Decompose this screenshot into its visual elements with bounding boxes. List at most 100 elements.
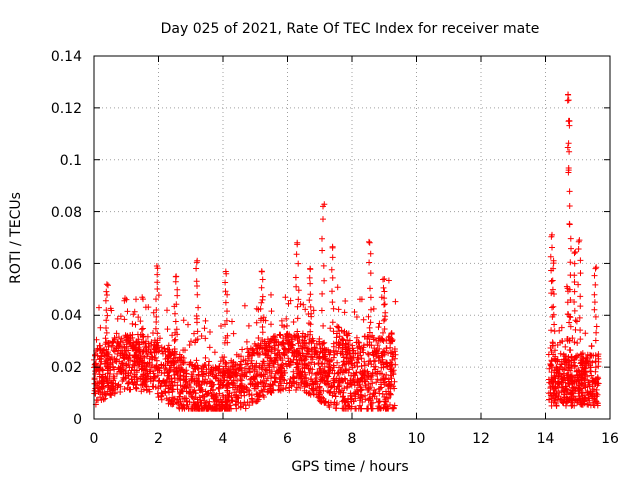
data-point bbox=[297, 368, 304, 375]
data-point bbox=[138, 366, 145, 373]
data-point bbox=[234, 377, 241, 384]
data-point bbox=[299, 330, 306, 337]
data-point bbox=[367, 374, 374, 381]
data-point bbox=[198, 333, 205, 339]
data-point bbox=[108, 380, 115, 387]
data-point bbox=[188, 338, 194, 345]
data-point bbox=[190, 368, 197, 375]
data-point bbox=[334, 284, 341, 291]
data-point bbox=[294, 328, 301, 335]
data-point bbox=[377, 385, 383, 392]
data-point bbox=[565, 354, 572, 361]
data-point bbox=[220, 365, 227, 372]
data-point bbox=[199, 378, 206, 385]
data-point bbox=[284, 330, 291, 337]
data-point bbox=[307, 280, 314, 287]
x-tick-label-2: 2 bbox=[154, 431, 163, 447]
data-point bbox=[383, 371, 390, 378]
data-point bbox=[331, 351, 338, 358]
data-point bbox=[268, 373, 275, 380]
data-point bbox=[592, 337, 599, 344]
data-point bbox=[572, 388, 579, 395]
data-point bbox=[241, 302, 248, 309]
data-point bbox=[140, 348, 147, 355]
data-point bbox=[194, 336, 201, 343]
data-point bbox=[356, 397, 363, 404]
data-point bbox=[135, 361, 142, 368]
data-point bbox=[319, 290, 326, 297]
data-point bbox=[392, 298, 399, 305]
data-point bbox=[204, 405, 211, 412]
data-point bbox=[173, 369, 180, 376]
data-point bbox=[297, 385, 304, 391]
data-point bbox=[266, 362, 273, 369]
data-point bbox=[162, 383, 169, 390]
data-point bbox=[327, 325, 334, 332]
data-point bbox=[121, 355, 128, 362]
data-point bbox=[361, 333, 368, 340]
data-point bbox=[346, 350, 353, 357]
data-point bbox=[307, 331, 314, 338]
data-point bbox=[155, 292, 162, 299]
x-tick-label-10: 10 bbox=[408, 431, 426, 447]
data-point bbox=[342, 348, 349, 355]
data-point bbox=[324, 372, 331, 379]
data-point bbox=[553, 403, 560, 409]
data-point bbox=[354, 350, 361, 357]
data-point bbox=[133, 296, 139, 303]
data-point bbox=[359, 393, 365, 400]
data-point bbox=[548, 395, 555, 402]
data-point bbox=[251, 350, 258, 357]
data-point bbox=[151, 349, 158, 356]
data-point bbox=[370, 305, 377, 312]
data-point bbox=[176, 354, 183, 361]
data-point bbox=[551, 291, 557, 297]
data-point bbox=[547, 383, 554, 390]
data-point bbox=[104, 377, 111, 384]
data-point bbox=[320, 387, 327, 394]
data-point bbox=[94, 352, 101, 359]
data-point bbox=[292, 274, 299, 281]
data-point bbox=[180, 347, 187, 354]
data-point bbox=[561, 353, 568, 360]
data-point bbox=[177, 389, 184, 396]
data-point bbox=[290, 375, 297, 382]
data-point bbox=[341, 399, 348, 406]
data-point bbox=[157, 383, 164, 390]
data-point bbox=[198, 381, 205, 388]
data-point bbox=[258, 268, 265, 275]
data-point bbox=[138, 357, 145, 364]
data-point bbox=[591, 306, 598, 313]
data-point bbox=[251, 364, 258, 371]
y-tick-label-0.04: 0.04 bbox=[51, 308, 82, 324]
data-point bbox=[572, 396, 579, 403]
data-point bbox=[236, 365, 243, 372]
data-point bbox=[582, 365, 589, 372]
data-point bbox=[245, 355, 252, 362]
data-point bbox=[295, 296, 302, 303]
data-point bbox=[224, 308, 230, 315]
data-point bbox=[136, 341, 143, 348]
data-point bbox=[144, 333, 151, 340]
data-point bbox=[592, 265, 599, 272]
data-point bbox=[361, 372, 367, 379]
data-point bbox=[573, 354, 580, 361]
y-tick-label-0.12: 0.12 bbox=[51, 101, 82, 117]
data-point bbox=[306, 390, 313, 397]
data-point bbox=[593, 264, 600, 271]
data-point bbox=[210, 364, 216, 371]
data-point bbox=[575, 246, 582, 252]
data-point bbox=[577, 257, 584, 264]
data-point bbox=[193, 402, 200, 408]
data-point bbox=[566, 358, 573, 365]
data-point bbox=[566, 337, 573, 344]
data-point bbox=[129, 320, 136, 327]
data-point bbox=[191, 363, 198, 370]
data-point bbox=[176, 393, 183, 400]
data-point bbox=[250, 347, 257, 354]
data-point bbox=[281, 377, 288, 384]
data-point bbox=[360, 342, 367, 349]
data-point bbox=[578, 401, 585, 408]
data-point bbox=[121, 344, 128, 351]
data-point bbox=[210, 367, 217, 374]
